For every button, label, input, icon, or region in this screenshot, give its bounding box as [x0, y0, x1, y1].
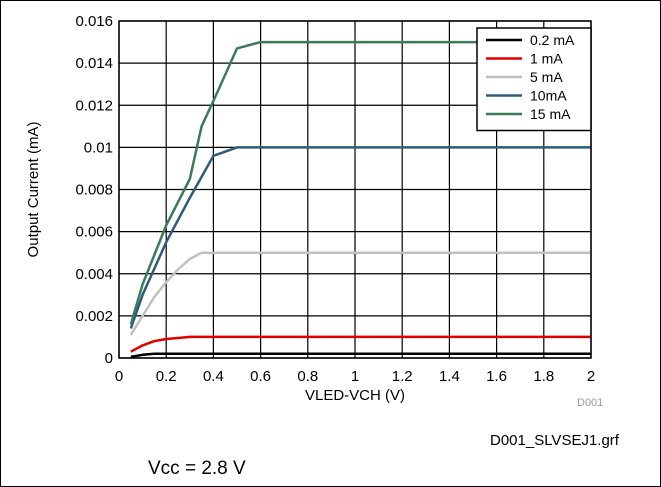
- figure-code: D001: [577, 397, 604, 409]
- series-line-0.2ma: [130, 352, 591, 359]
- x-tick-label: 0.4: [203, 368, 224, 385]
- series-line-5ma: [129, 251, 591, 336]
- condition-note: Vcc = 2.8 V: [148, 458, 246, 479]
- legend: 0.2 mA 1 mA 5 mA 10mA 15 mA: [476, 27, 592, 132]
- legend-label: 0.2 mA: [530, 32, 575, 48]
- y-tick-label: 0.004: [75, 266, 113, 283]
- graph-filename: D001_SLVSEJ1.grf: [490, 432, 619, 449]
- x-axis-label: VLED-VCH (V): [305, 387, 405, 404]
- x-tick-label: 2: [587, 368, 595, 385]
- y-tick-label: 0.008: [75, 182, 113, 199]
- y-tick-label: 0.006: [75, 224, 113, 241]
- x-tick-label: 1.2: [392, 368, 413, 385]
- series-line-1ma: [130, 335, 591, 353]
- x-tick-label: 0.8: [297, 368, 318, 385]
- legend-label: 5 mA: [530, 69, 563, 85]
- x-tick-label: 0.2: [156, 368, 177, 385]
- series-line-15ma: [129, 40, 591, 325]
- y-tick-label: 0.01: [84, 139, 113, 156]
- x-tick-label: 0: [115, 368, 123, 385]
- y-tick-label: 0.002: [75, 308, 113, 325]
- x-tick-labels: 0 0.2 0.4 0.6 0.8 1 1.2 1.4 1.6 1.8 2: [115, 368, 595, 385]
- x-tick-label: 0.6: [250, 368, 271, 385]
- x-tick-label: 1.8: [533, 368, 554, 385]
- legend-label: 1 mA: [530, 51, 563, 67]
- x-tick-label: 1: [351, 368, 359, 385]
- legend-label: 10mA: [530, 88, 567, 104]
- y-axis-label: Output Current (mA): [25, 122, 42, 258]
- legend-label: 15 mA: [530, 106, 571, 122]
- series-layer: [129, 40, 591, 359]
- x-tick-label: 1.4: [439, 368, 460, 385]
- y-tick-label: 0.016: [75, 13, 113, 30]
- plot-area: [118, 20, 592, 359]
- y-tick-label: 0.012: [75, 97, 113, 114]
- series-line-10ma: [129, 146, 591, 329]
- y-tick-labels: 0 0.002 0.004 0.006 0.008 0.01 0.012 0.014 0.016: [75, 13, 113, 367]
- x-tick-label: 1.6: [486, 368, 507, 385]
- y-tick-label: 0: [105, 350, 113, 367]
- y-tick-label: 0.014: [75, 55, 113, 72]
